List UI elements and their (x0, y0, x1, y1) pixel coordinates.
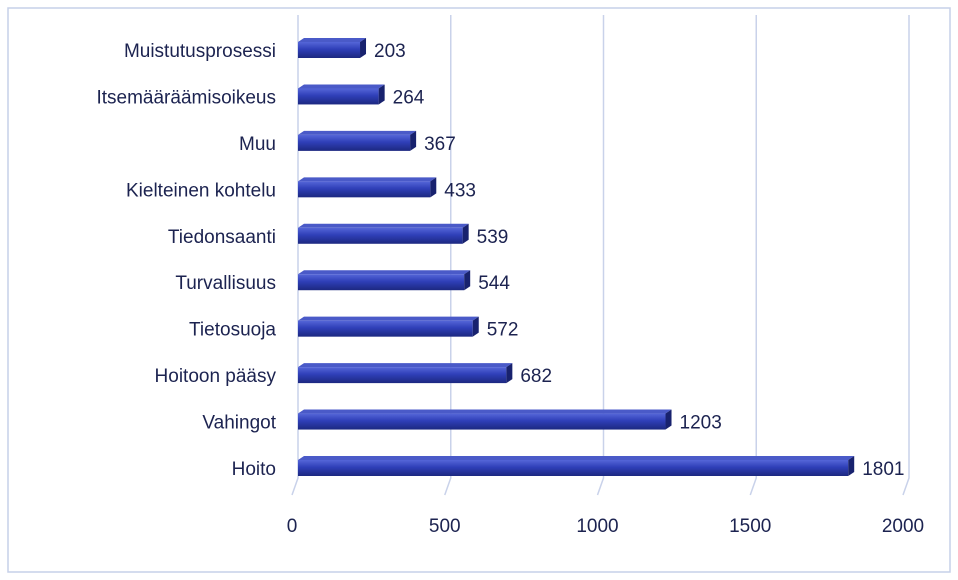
data-label: 367 (424, 134, 456, 155)
y-tick-label: Hoito (232, 459, 276, 480)
bar (298, 409, 672, 430)
bar (298, 456, 855, 476)
y-tick-label: Muu (239, 134, 276, 155)
grid-line (291, 15, 299, 496)
data-label: 572 (487, 320, 519, 341)
data-label: 544 (478, 273, 510, 294)
x-tick-label: 1000 (576, 516, 618, 537)
y-tick-label: Vahingot (202, 413, 276, 434)
grid-line (902, 15, 910, 496)
y-tick-label: Turvallisuus (175, 273, 276, 294)
chart-border (7, 7, 951, 573)
bar (298, 270, 471, 291)
grid-line (444, 15, 452, 496)
bar (298, 316, 479, 337)
grid-line (596, 15, 605, 496)
grid-line (749, 15, 757, 496)
data-label: 1801 (862, 459, 904, 480)
x-tick-label: 500 (429, 516, 461, 537)
x-tick-label: 0 (287, 516, 298, 537)
data-label: 1203 (680, 413, 722, 434)
x-tick-label: 1500 (729, 516, 771, 537)
y-tick-label: Kielteinen kohtelu (126, 180, 276, 201)
bar (298, 223, 469, 244)
bar (298, 38, 367, 58)
bar (298, 363, 513, 384)
y-tick-label: Itsemääräämisoikeus (96, 87, 276, 108)
bar (298, 130, 417, 151)
data-label: 682 (520, 366, 552, 387)
y-tick-label: Hoitoon pääsy (155, 366, 277, 387)
x-tick-label: 2000 (882, 516, 924, 537)
y-tick-label: Muistutusprosessi (124, 41, 276, 62)
bar (298, 84, 385, 105)
bar (298, 177, 437, 198)
y-tick-label: Tiedonsaanti (168, 227, 276, 248)
data-label: 264 (393, 87, 425, 108)
y-tick-label: Tietosuoja (189, 320, 276, 341)
data-label: 433 (444, 180, 476, 201)
data-label: 203 (374, 41, 406, 62)
data-label: 539 (477, 227, 509, 248)
